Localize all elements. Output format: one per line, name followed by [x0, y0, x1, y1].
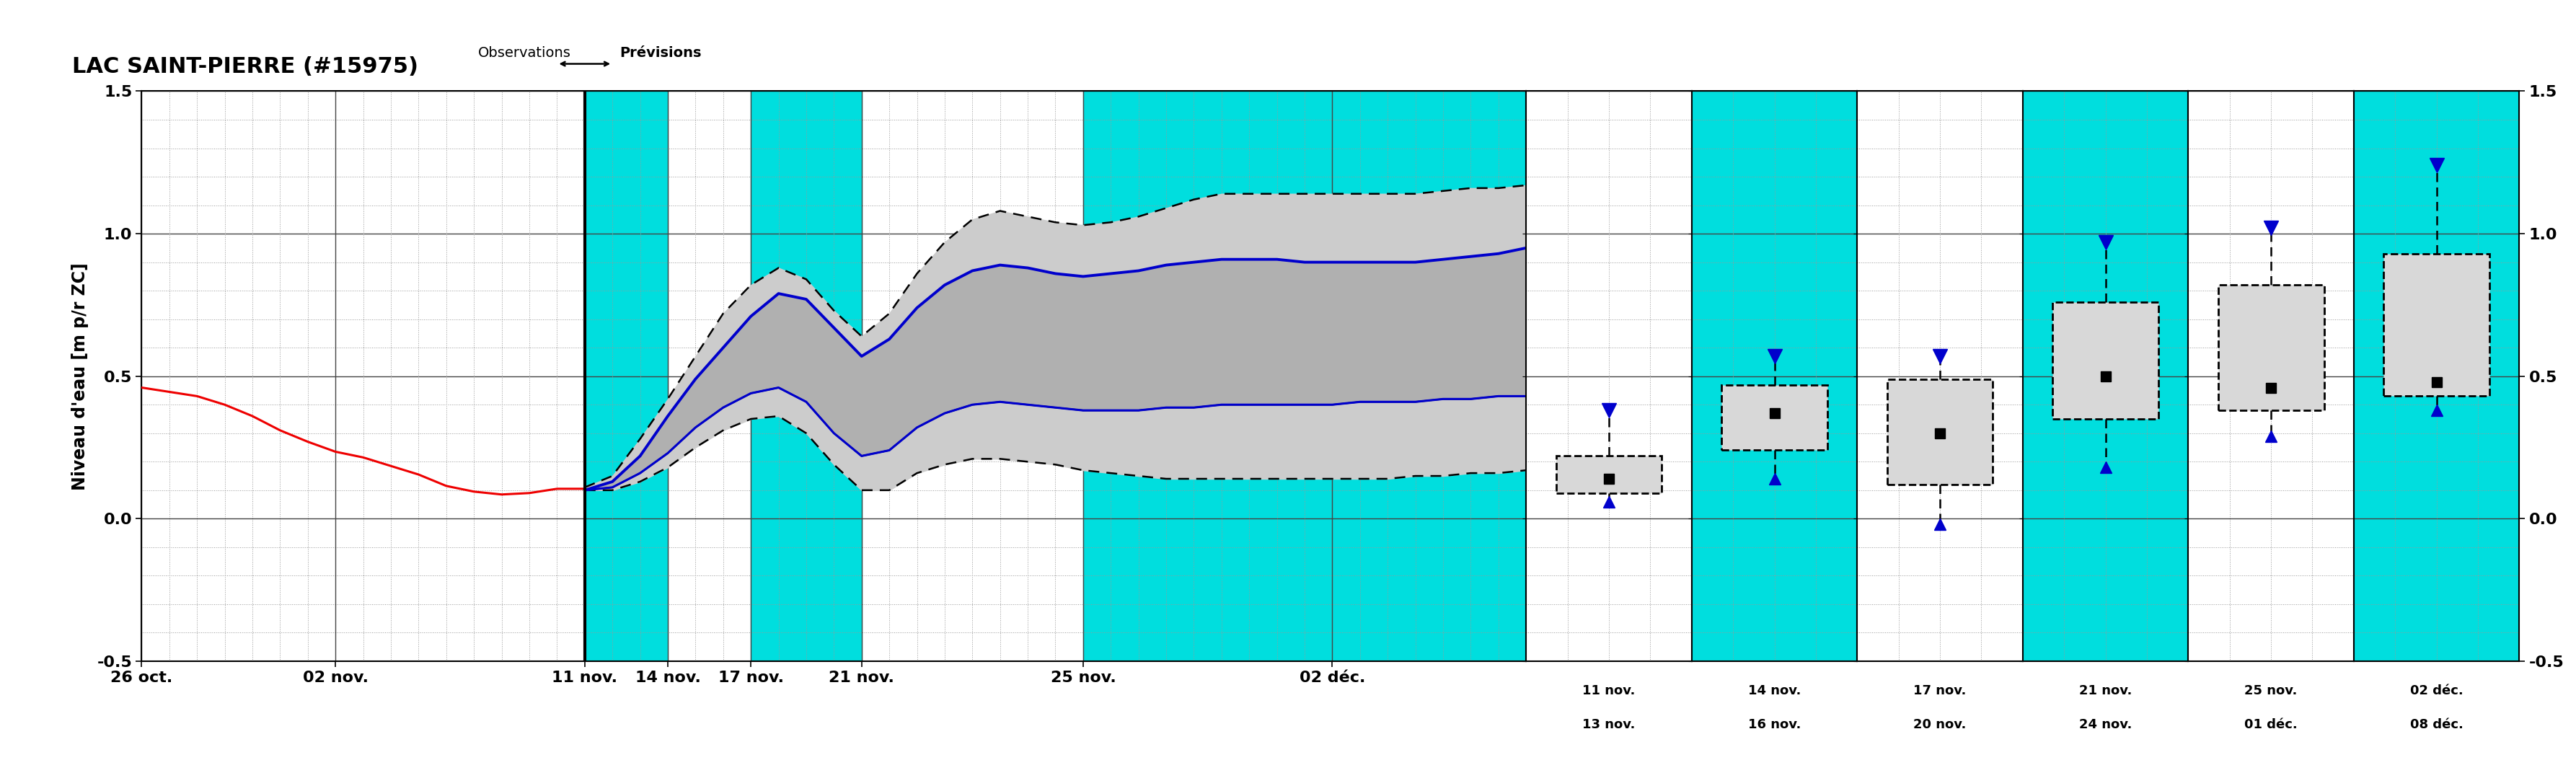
Text: 5%: 5%	[1561, 178, 1587, 192]
Text: LAC SAINT-PIERRE (#15975): LAC SAINT-PIERRE (#15975)	[72, 56, 420, 78]
Text: 14 nov.: 14 nov.	[1749, 684, 1801, 697]
Bar	[1556, 456, 1662, 493]
Text: 13 nov.: 13 nov.	[1582, 718, 1636, 731]
Text: 16 nov.: 16 nov.	[1749, 718, 1801, 731]
Text: 11 nov.: 11 nov.	[1582, 684, 1636, 697]
Text: 17 nov.: 17 nov.	[1914, 684, 1965, 697]
Bar	[1721, 385, 1826, 450]
Text: 95%: 95%	[1561, 461, 1595, 474]
Text: 24 nov.: 24 nov.	[2079, 718, 2133, 731]
Text: 15%: 15%	[1561, 238, 1597, 252]
Text: 02 déc.: 02 déc.	[2411, 684, 2463, 697]
Text: 21 nov.: 21 nov.	[2079, 684, 2133, 697]
Y-axis label: Niveau d'eau [m p/r ZC]: Niveau d'eau [m p/r ZC]	[72, 262, 90, 490]
Bar	[2053, 302, 2159, 419]
Text: 08 déc.: 08 déc.	[2411, 718, 2463, 731]
Text: Prévisions: Prévisions	[618, 46, 701, 60]
Text: Observations: Observations	[479, 46, 572, 60]
Text: 85%: 85%	[1561, 389, 1597, 404]
Text: 01 déc.: 01 déc.	[2244, 718, 2298, 731]
Text: 25 nov.: 25 nov.	[2244, 684, 2298, 697]
Bar	[2218, 285, 2324, 410]
Bar	[1888, 379, 1994, 485]
Text: 20 nov.: 20 nov.	[1914, 718, 1965, 731]
Bar	[585, 91, 667, 661]
Bar	[1082, 91, 1942, 661]
Bar	[750, 91, 860, 661]
Bar	[2383, 254, 2488, 396]
